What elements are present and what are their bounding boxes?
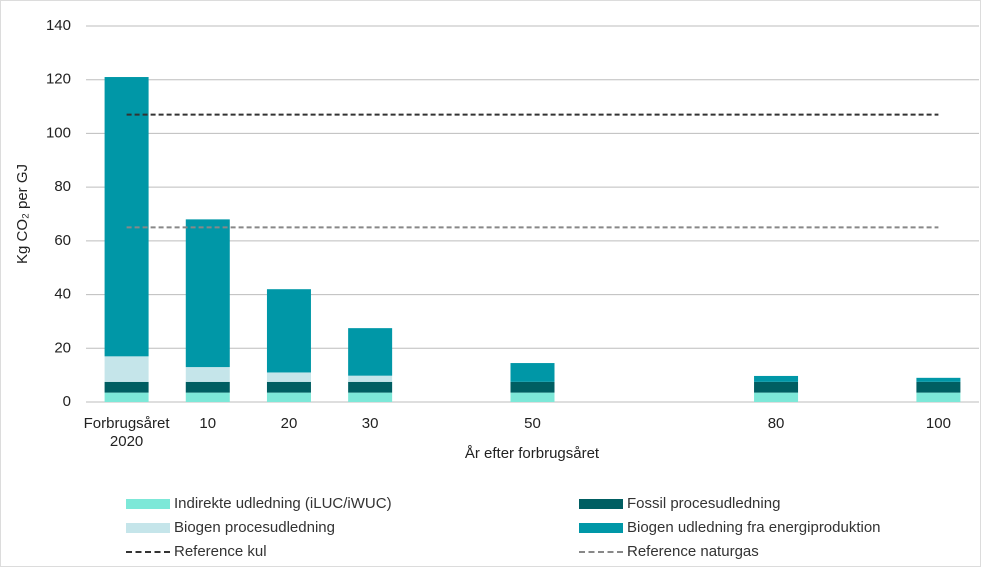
y-tick-label: 60 [54, 232, 71, 249]
legend-swatch [579, 522, 623, 533]
bar-segment [104, 392, 149, 402]
bar-segment [266, 289, 311, 373]
bar-segment [266, 381, 311, 393]
legend-item: Reference kul [126, 543, 267, 560]
legend-swatch [579, 550, 623, 553]
y-tick-label: 140 [46, 17, 71, 34]
bar-segment [916, 392, 961, 402]
x-tick-label: Forbrugsåret 2020 [83, 415, 170, 450]
y-axis-label: Kg CO₂ per GJ [14, 164, 31, 264]
legend-swatch [126, 550, 170, 553]
bar-segment [104, 381, 149, 393]
bar-segment [348, 381, 393, 393]
bar-segment [510, 363, 555, 382]
legend-label: Reference kul [174, 543, 267, 560]
bar-segment [754, 375, 799, 382]
legend-label: Biogen procesudledning [174, 519, 335, 536]
x-axis-label: År efter forbrugsåret [465, 445, 600, 462]
bar-segment [348, 328, 393, 376]
x-tick-label: 50 [524, 415, 541, 432]
bar-segment [185, 367, 230, 382]
bar-segment [266, 392, 311, 402]
legend-swatch [126, 522, 170, 533]
bar-segment [754, 381, 799, 393]
y-tick-label: 100 [46, 124, 71, 141]
bar-segment [510, 392, 555, 402]
y-tick-label: 40 [54, 286, 71, 303]
legend-label: Reference naturgas [627, 543, 759, 560]
y-tick-label: 20 [54, 339, 71, 356]
legend-label: Indirekte udledning (iLUC/iWUC) [174, 495, 392, 512]
bar-segment [916, 377, 961, 382]
bar-segment [266, 372, 311, 382]
bar-segment [185, 392, 230, 402]
y-tick-label: 80 [54, 178, 71, 195]
bar-segment [104, 77, 149, 357]
y-tick-label: 0 [63, 393, 71, 410]
legend-item: Fossil procesudledning [579, 495, 780, 512]
bar-segment [348, 392, 393, 402]
bar-segment [348, 375, 393, 382]
bar-segment [754, 392, 799, 402]
x-tick-label: 20 [280, 415, 298, 432]
y-tick-label: 120 [46, 71, 71, 88]
x-tick-label: 10 [199, 415, 217, 432]
bar-segment [185, 219, 230, 368]
x-tick-label: 100 [925, 415, 951, 432]
legend-label: Biogen udledning fra energiproduktion [627, 519, 881, 536]
bar-segment [916, 381, 961, 393]
x-tick-label: 30 [361, 415, 379, 432]
legend-item: Biogen udledning fra energiproduktion [579, 519, 881, 536]
legend-swatch [126, 498, 170, 509]
bar-segment [104, 356, 149, 382]
legend-swatch [579, 498, 623, 509]
bar-segment [510, 381, 555, 393]
legend-item: Reference naturgas [579, 543, 759, 560]
x-tick-label: 80 [767, 415, 785, 432]
legend-item: Biogen procesudledning [126, 519, 335, 536]
legend-item: Indirekte udledning (iLUC/iWUC) [126, 495, 392, 512]
legend-label: Fossil procesudledning [627, 495, 781, 512]
bar-segment [185, 381, 230, 393]
